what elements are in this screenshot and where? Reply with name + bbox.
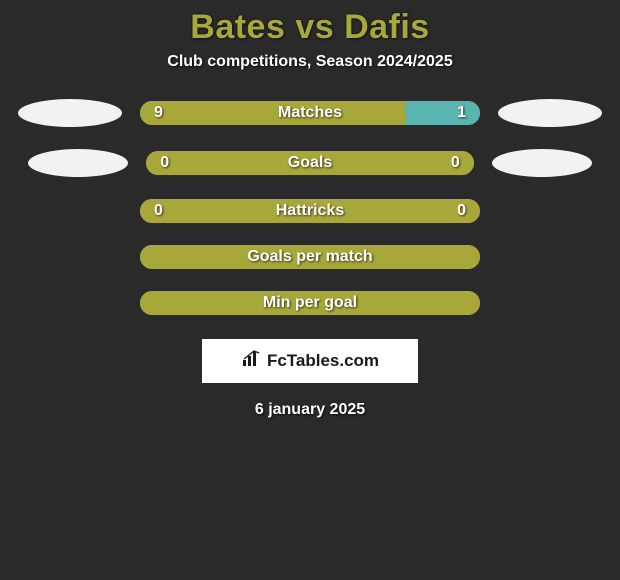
- bar-segment-left: [140, 245, 310, 269]
- stat-rows: 9Matches1 0Goals0 0Hattricks0 Goals per mat…: [0, 99, 620, 315]
- bar-segment-right: [310, 245, 480, 269]
- player-right-oval: [492, 149, 592, 177]
- logo-box: FcTables.com: [202, 339, 418, 383]
- stat-row: 0Goals0: [0, 149, 620, 177]
- bar-segment-left: [140, 199, 310, 223]
- logo-text: FcTables.com: [267, 351, 379, 371]
- bar-chart-icon: [241, 350, 263, 373]
- stat-row: 9Matches1: [0, 99, 620, 127]
- player-left-oval: [28, 149, 128, 177]
- stat-bar: 0Goals0: [146, 151, 474, 175]
- player-left-oval: [18, 99, 122, 127]
- player-right-oval: [498, 99, 602, 127]
- bar-segment-left: [140, 291, 310, 315]
- bar-segment-left: [140, 101, 405, 125]
- bar-segment-right: [405, 101, 480, 125]
- stat-bar: 9Matches1: [140, 101, 480, 125]
- bar-segment-right: [310, 199, 480, 223]
- stat-bar: 0Hattricks0: [140, 199, 480, 223]
- stat-row: Goals per match: [0, 245, 620, 269]
- stat-row: Min per goal: [0, 291, 620, 315]
- page-title: Bates vs Dafis: [0, 0, 620, 53]
- bar-segment-right: [310, 291, 480, 315]
- subtitle: Club competitions, Season 2024/2025: [0, 53, 620, 99]
- bar-segment-right: [310, 151, 474, 175]
- date-line: 6 january 2025: [0, 401, 620, 419]
- stat-row: 0Hattricks0: [0, 199, 620, 223]
- stat-bar: Min per goal: [140, 291, 480, 315]
- stat-bar: Goals per match: [140, 245, 480, 269]
- bar-segment-left: [146, 151, 310, 175]
